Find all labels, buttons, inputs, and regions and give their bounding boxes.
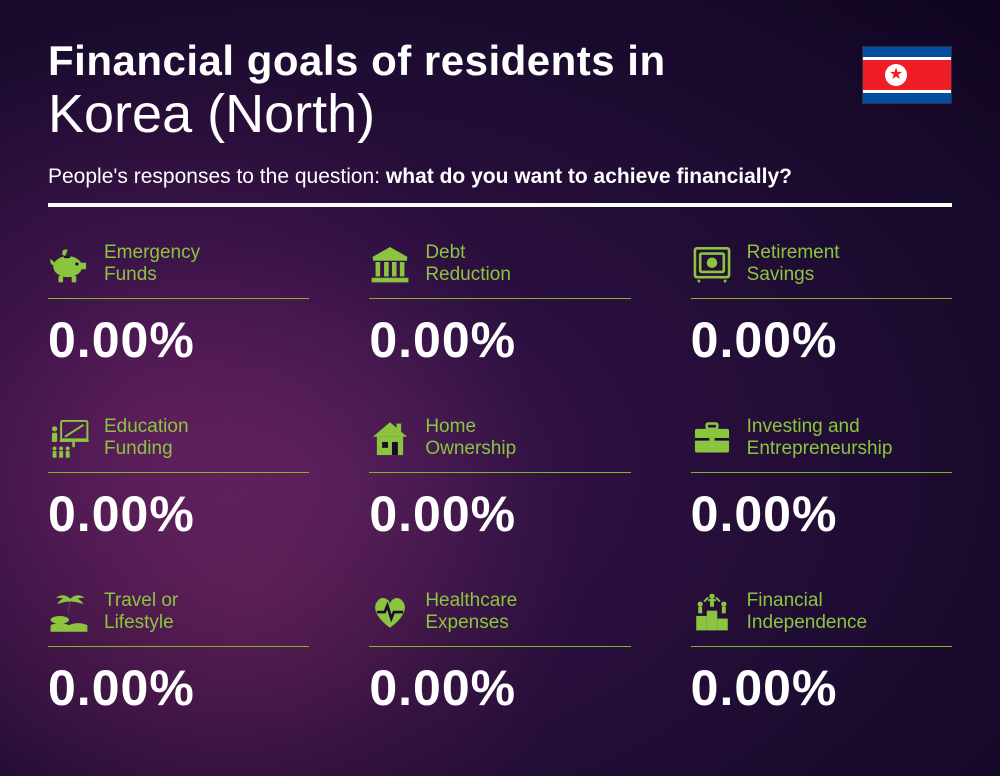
stats-grid: EmergencyFunds 0.00% DebtReduction 0.00%…: [48, 241, 952, 717]
subtitle: People's responses to the question: what…: [48, 165, 952, 189]
stat-value: 0.00%: [48, 311, 309, 369]
stat-label: HealthcareExpenses: [425, 590, 517, 636]
stat-label: Travel orLifestyle: [104, 590, 178, 636]
stat-healthcare-expenses: HealthcareExpenses 0.00%: [369, 589, 630, 717]
stat-value: 0.00%: [369, 311, 630, 369]
stat-label: HomeOwnership: [425, 416, 516, 462]
stat-value: 0.00%: [691, 311, 952, 369]
stat-value: 0.00%: [48, 485, 309, 543]
stat-value: 0.00%: [369, 659, 630, 717]
stat-travel-lifestyle: Travel orLifestyle 0.00%: [48, 589, 309, 717]
bank-icon: [369, 243, 411, 285]
header: Financial goals of residents in Korea (N…: [48, 38, 952, 207]
stat-label: EmergencyFunds: [104, 242, 200, 288]
piggy-bank-icon: [48, 243, 90, 285]
stat-financial-independence: FinancialIndependence 0.00%: [691, 589, 952, 717]
stat-label: Investing andEntrepreneurship: [747, 416, 893, 462]
divider: [48, 203, 952, 207]
subtitle-lead: People's responses to the question:: [48, 165, 386, 188]
flag-icon: ★: [862, 46, 952, 104]
heart-pulse-icon: [369, 591, 411, 633]
briefcase-icon: [691, 417, 733, 459]
stat-label: DebtReduction: [425, 242, 511, 288]
stat-label: RetirementSavings: [747, 242, 840, 288]
title-prefix: Financial goals of residents in: [48, 38, 952, 84]
subtitle-question: what do you want to achieve financially?: [386, 165, 792, 188]
stat-investing-entrepreneurship: Investing andEntrepreneurship 0.00%: [691, 415, 952, 543]
stat-label: EducationFunding: [104, 416, 189, 462]
stat-debt-reduction: DebtReduction 0.00%: [369, 241, 630, 369]
education-icon: [48, 417, 90, 459]
safe-icon: [691, 243, 733, 285]
podium-icon: [691, 591, 733, 633]
stat-value: 0.00%: [369, 485, 630, 543]
house-icon: [369, 417, 411, 459]
stat-value: 0.00%: [691, 485, 952, 543]
stat-value: 0.00%: [691, 659, 952, 717]
country-name: Korea (North): [48, 86, 952, 143]
stat-retirement-savings: RetirementSavings 0.00%: [691, 241, 952, 369]
palm-icon: [48, 591, 90, 633]
stat-home-ownership: HomeOwnership 0.00%: [369, 415, 630, 543]
stat-education-funding: EducationFunding 0.00%: [48, 415, 309, 543]
stat-emergency-funds: EmergencyFunds 0.00%: [48, 241, 309, 369]
stat-label: FinancialIndependence: [747, 590, 867, 636]
stat-value: 0.00%: [48, 659, 309, 717]
